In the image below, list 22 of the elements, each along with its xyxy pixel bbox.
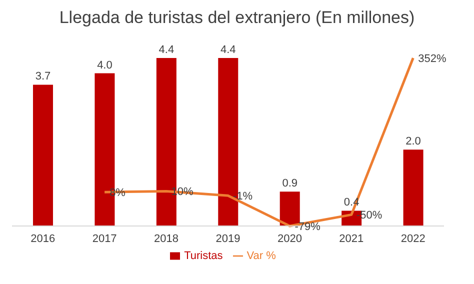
legend-label: Var % (246, 250, 276, 262)
data-label: 352% (418, 52, 446, 65)
legend-label: Turistas (184, 250, 223, 262)
data-label: 0.9 (282, 178, 298, 190)
x-tick-label: 2018 (154, 232, 179, 245)
x-tick-label: 2019 (216, 232, 240, 245)
data-label: 3.7 (35, 70, 51, 83)
x-tick-label: 2022 (400, 232, 426, 245)
data-label: 4.4 (220, 44, 236, 56)
data-label: 2.0 (406, 136, 421, 148)
data-label: 4.4 (158, 44, 174, 56)
data-label: -79% (294, 220, 321, 233)
x-tick-label: 2017 (92, 232, 117, 245)
chart-title: Llegada de turistas del extranjero (En millones) (58, 7, 416, 29)
x-tick-label: 2020 (277, 232, 302, 245)
data-label: 4.0 (97, 59, 112, 72)
data-label: 10% (171, 186, 194, 198)
x-tick-label: 2021 (339, 232, 364, 245)
x-tick-label: 2016 (30, 232, 56, 245)
bar (403, 150, 424, 226)
data-label: 8% (110, 186, 126, 199)
bar (33, 84, 53, 226)
